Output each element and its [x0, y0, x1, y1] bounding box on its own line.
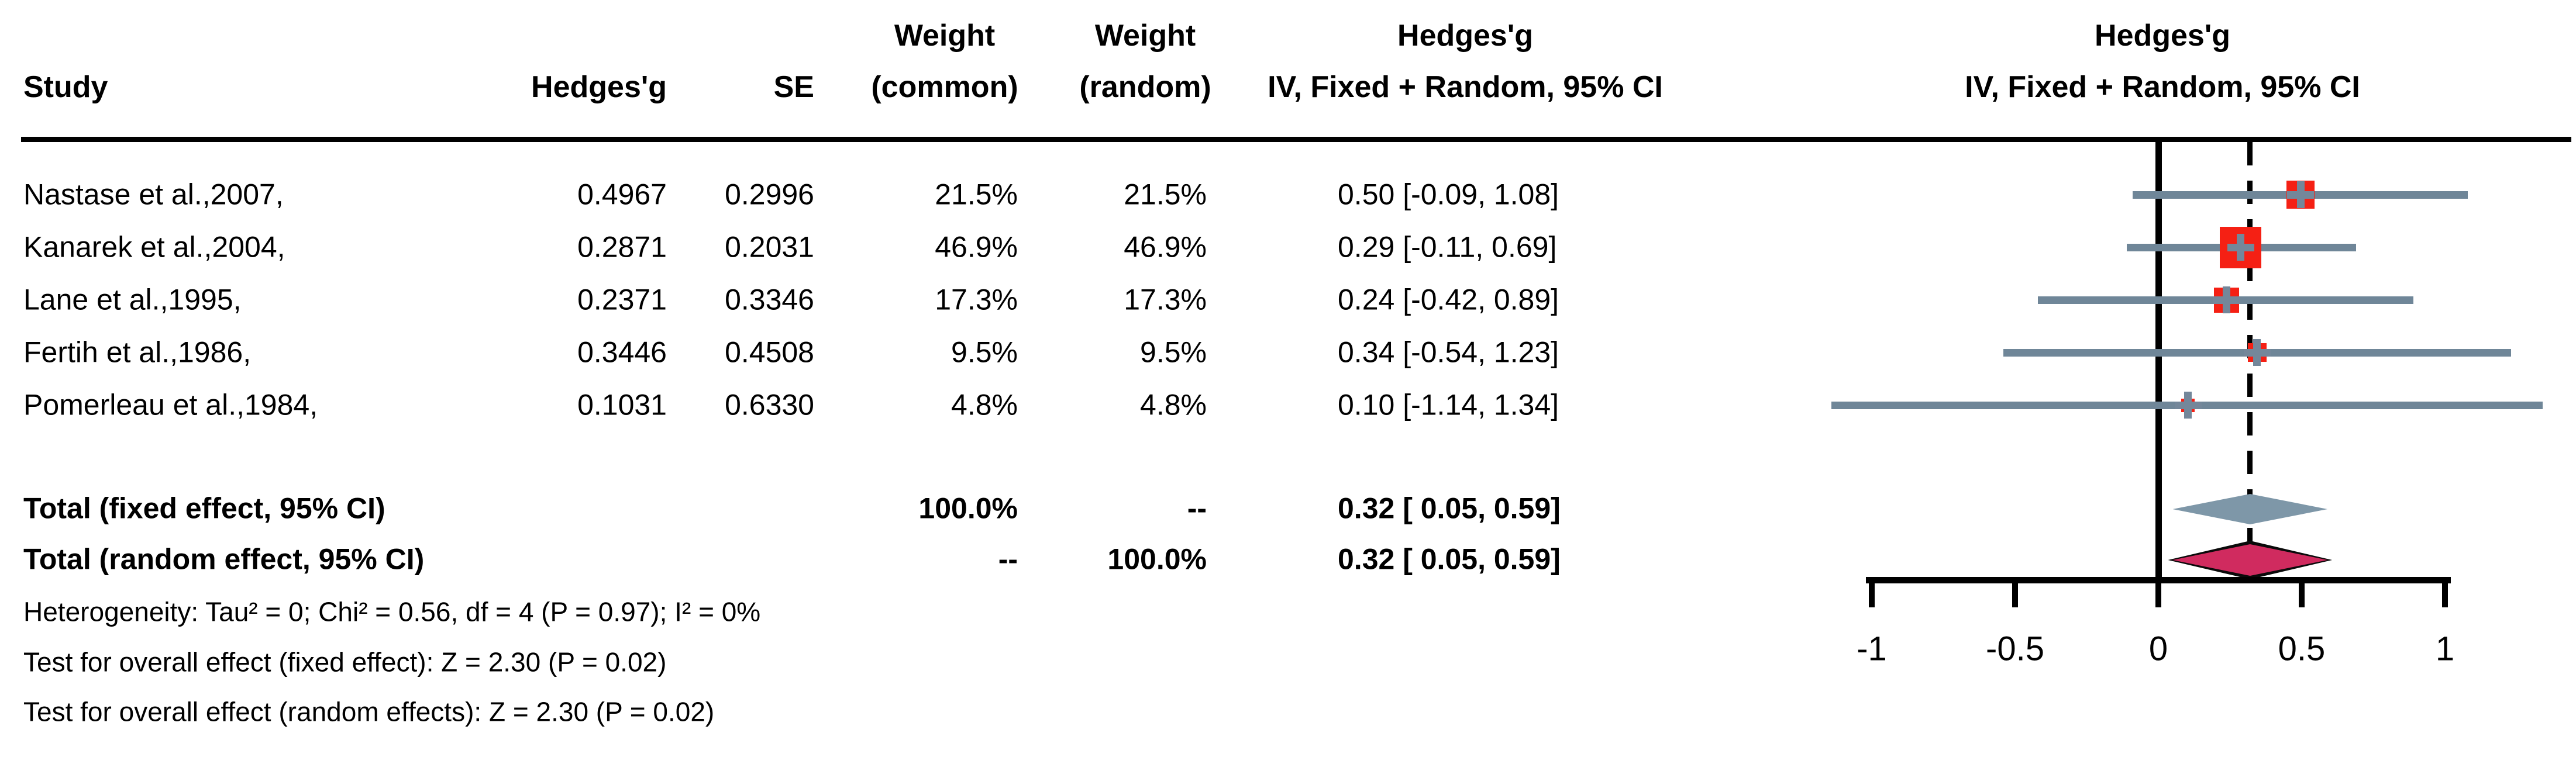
total-random-ci-text: 0.32 [ 0.05, 0.59] [1338, 542, 1561, 576]
header-weight-random-line1: Weight [1094, 19, 1196, 53]
total-fixed-weight-common: 100.0% [918, 492, 1018, 525]
header-study: Study [23, 70, 108, 105]
plus-marker-h [2213, 296, 2240, 304]
hedges-g-value: 0.2371 [577, 283, 667, 316]
weight-common-value: 4.8% [951, 388, 1018, 421]
ci-text: 0.50 [-0.09, 1.08] [1338, 178, 1559, 211]
x-axis-tick [2299, 576, 2305, 607]
ci-text: 0.29 [-0.11, 0.69] [1338, 230, 1557, 264]
hedges-g-value: 0.4967 [577, 178, 667, 211]
se-value: 0.6330 [725, 388, 814, 421]
weight-random-value: 9.5% [1140, 336, 1207, 369]
se-value: 0.3346 [725, 283, 814, 316]
total-random-label: Total (random effect, 95% CI) [23, 542, 425, 576]
header-weight-common-line1: Weight [894, 19, 996, 53]
weight-random-value: 46.9% [1124, 230, 1207, 264]
header-hedges-g: Hedges'g [531, 70, 667, 105]
x-axis-tick-label: 0.5 [2278, 630, 2326, 668]
x-axis-tick [2155, 576, 2161, 607]
x-axis-tick [2442, 576, 2448, 607]
heterogeneity-note: Heterogeneity: Tau² = 0; Chi² = 0.56, df… [23, 596, 761, 627]
plus-marker-h [2287, 191, 2315, 199]
ci-text: 0.24 [-0.42, 0.89] [1338, 283, 1559, 316]
study-label: Nastase et al.,2007, [23, 178, 284, 211]
weight-common-value: 21.5% [935, 178, 1018, 211]
total-fixed-weight-random: -- [1187, 492, 1207, 525]
weight-random-value: 17.3% [1124, 283, 1207, 316]
total-fixed-ci-text: 0.32 [ 0.05, 0.59] [1338, 492, 1561, 525]
header-se: SE [773, 70, 814, 105]
total-random-weight-common: -- [998, 542, 1018, 576]
x-axis-tick-label: -0.5 [1986, 630, 2044, 668]
plus-marker-h [2174, 401, 2202, 409]
hedges-g-value: 0.1031 [577, 388, 667, 421]
weight-common-value: 46.9% [935, 230, 1018, 264]
x-axis-tick [2012, 576, 2018, 607]
study-label: Kanarek et al.,2004, [23, 230, 285, 264]
x-axis-tick-label: 0 [2148, 630, 2168, 668]
header-ci-column-line1: Hedges'g [1397, 19, 1533, 53]
weight-common-value: 9.5% [951, 336, 1018, 369]
total-fixed-label: Total (fixed effect, 95% CI) [23, 492, 385, 525]
plus-marker-h [2227, 243, 2254, 251]
header-ci-column-line2: IV, Fixed + Random, 95% CI [1268, 70, 1663, 105]
x-axis-tick [1869, 576, 1875, 607]
overall-effect-random-note: Test for overall effect (random effects)… [23, 696, 715, 727]
weight-random-value: 21.5% [1124, 178, 1207, 211]
study-label: Lane et al.,1995, [23, 283, 242, 316]
ci-text: 0.34 [-0.54, 1.23] [1338, 336, 1559, 369]
se-value: 0.2996 [725, 178, 814, 211]
x-axis-tick-label: -1 [1857, 630, 1887, 668]
total-random-weight-random: 100.0% [1107, 542, 1207, 576]
plus-marker-h [2243, 348, 2271, 357]
ci-text: 0.10 [-1.14, 1.34] [1338, 388, 1559, 421]
x-axis-tick-label: 1 [2435, 630, 2455, 668]
hedges-g-value: 0.2871 [577, 230, 667, 264]
header-weight-common-line2: (common) [871, 70, 1018, 105]
random-diamond [2172, 544, 2328, 576]
weight-random-value: 4.8% [1140, 388, 1207, 421]
header-weight-random-line2: (random) [1079, 70, 1211, 105]
header-rule [21, 137, 2571, 142]
zero-vertical-line [2155, 142, 2162, 580]
plot-header-line1: Hedges'g [2095, 19, 2230, 53]
hedges-g-value: 0.3446 [577, 336, 667, 369]
overall-effect-fixed-note: Test for overall effect (fixed effect): … [23, 647, 667, 678]
se-value: 0.4508 [725, 336, 814, 369]
se-value: 0.2031 [725, 230, 814, 264]
study-label: Fertih et al.,1986, [23, 336, 252, 369]
study-label: Pomerleau et al.,1984, [23, 388, 318, 421]
weight-common-value: 17.3% [935, 283, 1018, 316]
fixed-diamond [2172, 494, 2328, 524]
plot-header-line2: IV, Fixed + Random, 95% CI [1965, 70, 2360, 105]
